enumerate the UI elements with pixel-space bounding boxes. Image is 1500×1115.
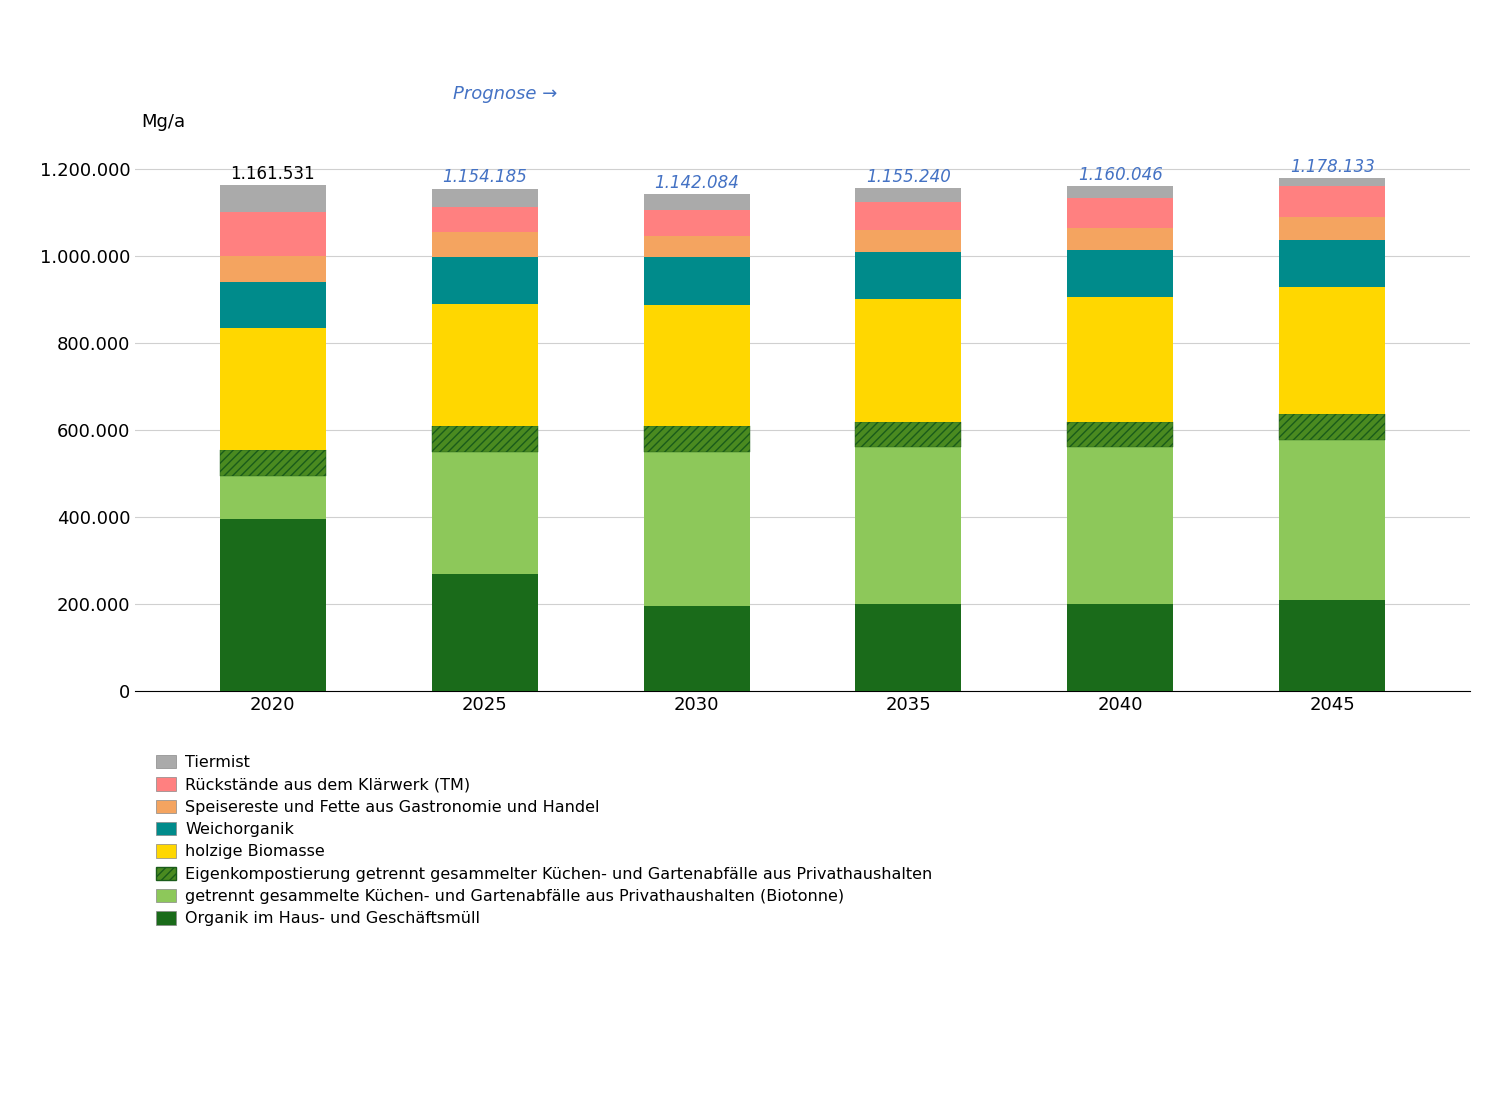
Bar <box>855 188 962 202</box>
Bar <box>1068 423 1173 447</box>
Bar <box>644 258 750 304</box>
Bar <box>855 423 962 447</box>
Bar <box>1068 227 1173 250</box>
Text: 1.160.046: 1.160.046 <box>1078 166 1162 184</box>
Bar <box>220 450 326 476</box>
Bar <box>1280 439 1384 600</box>
Bar <box>855 230 962 252</box>
Text: Prognose →: Prognose → <box>453 85 556 104</box>
Bar <box>220 282 326 328</box>
Text: 1.178.133: 1.178.133 <box>1290 158 1374 176</box>
Bar <box>220 255 326 282</box>
Bar <box>644 235 750 258</box>
Bar <box>1280 178 1384 186</box>
Bar <box>855 604 962 691</box>
Bar <box>1068 297 1173 423</box>
Bar <box>644 194 750 210</box>
Bar <box>432 188 537 207</box>
Bar <box>855 447 962 604</box>
Legend: Tiermist, Rückstände aus dem Klärwerk (TM), Speisereste und Fette aus Gastronomi: Tiermist, Rückstände aus dem Klärwerk (T… <box>156 755 933 927</box>
Text: Mg/a: Mg/a <box>141 113 186 132</box>
Bar <box>432 232 537 256</box>
Bar <box>220 476 326 520</box>
Bar <box>855 252 962 299</box>
Bar <box>1068 198 1173 227</box>
Bar <box>1068 186 1173 198</box>
Bar <box>1068 447 1173 604</box>
Bar <box>644 210 750 235</box>
Bar <box>644 304 750 426</box>
Bar <box>432 452 537 574</box>
Bar <box>644 426 750 452</box>
Bar <box>432 256 537 303</box>
Text: 1.142.084: 1.142.084 <box>654 174 740 192</box>
Bar <box>220 185 326 212</box>
Bar <box>432 207 537 232</box>
Bar <box>1280 415 1384 439</box>
Bar <box>1280 287 1384 415</box>
Bar <box>220 212 326 255</box>
Bar <box>1068 250 1173 297</box>
Bar <box>220 328 326 450</box>
Text: 1.154.185: 1.154.185 <box>442 168 526 186</box>
Text: 1.155.240: 1.155.240 <box>865 168 951 186</box>
Bar <box>432 574 537 691</box>
Text: 1.161.531: 1.161.531 <box>231 165 315 183</box>
Bar <box>855 202 962 230</box>
Bar <box>220 520 326 691</box>
Bar <box>432 303 537 426</box>
Bar <box>1068 604 1173 691</box>
Bar <box>644 607 750 691</box>
Bar <box>432 426 537 452</box>
Bar <box>1280 600 1384 691</box>
Bar <box>1280 217 1384 240</box>
Bar <box>855 299 962 423</box>
Bar <box>644 452 750 607</box>
Bar <box>1280 186 1384 217</box>
Bar <box>1280 240 1384 287</box>
